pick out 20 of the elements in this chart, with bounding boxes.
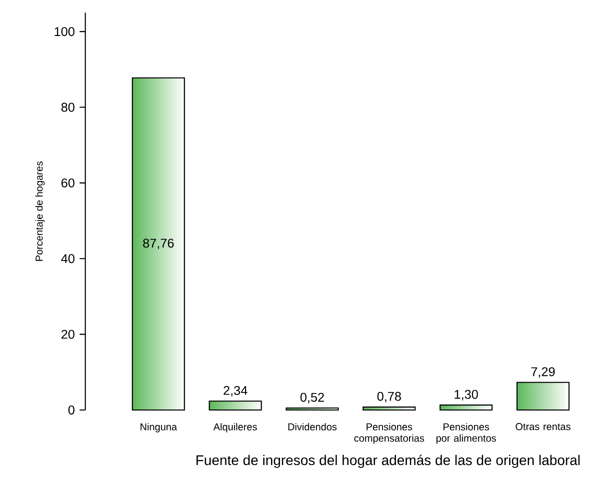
x-tick-label: Ninguna	[140, 423, 178, 432]
data-label: 87,76	[143, 238, 174, 250]
y-tick-label: 40	[61, 254, 74, 264]
x-tick-label: Pensiones compensatorias	[354, 423, 424, 444]
y-axis-title: Porcentaje de hogares	[35, 161, 45, 261]
y-tick-label: 100	[54, 27, 74, 36]
data-label: 0,78	[377, 392, 401, 402]
data-label: 2,34	[224, 386, 248, 396]
data-label: 7,29	[531, 367, 555, 378]
y-tick-label: 20	[61, 330, 74, 339]
y-tick-label: 80	[61, 102, 74, 112]
x-tick-label: Dividendos	[288, 423, 337, 430]
x-tick-label: Alquileres	[213, 423, 257, 432]
y-tick-label: 60	[61, 178, 74, 188]
x-tick-label: Otras rentas	[516, 423, 570, 430]
y-tick-label: 0	[68, 406, 74, 414]
data-label: 0,52	[300, 392, 324, 404]
x-axis-title: Fuente de ingresos del hogar además de las de origen laboral	[196, 454, 580, 468]
x-tick-label: Pensiones por alimentos	[436, 423, 496, 444]
data-label: 1,30	[454, 390, 478, 400]
